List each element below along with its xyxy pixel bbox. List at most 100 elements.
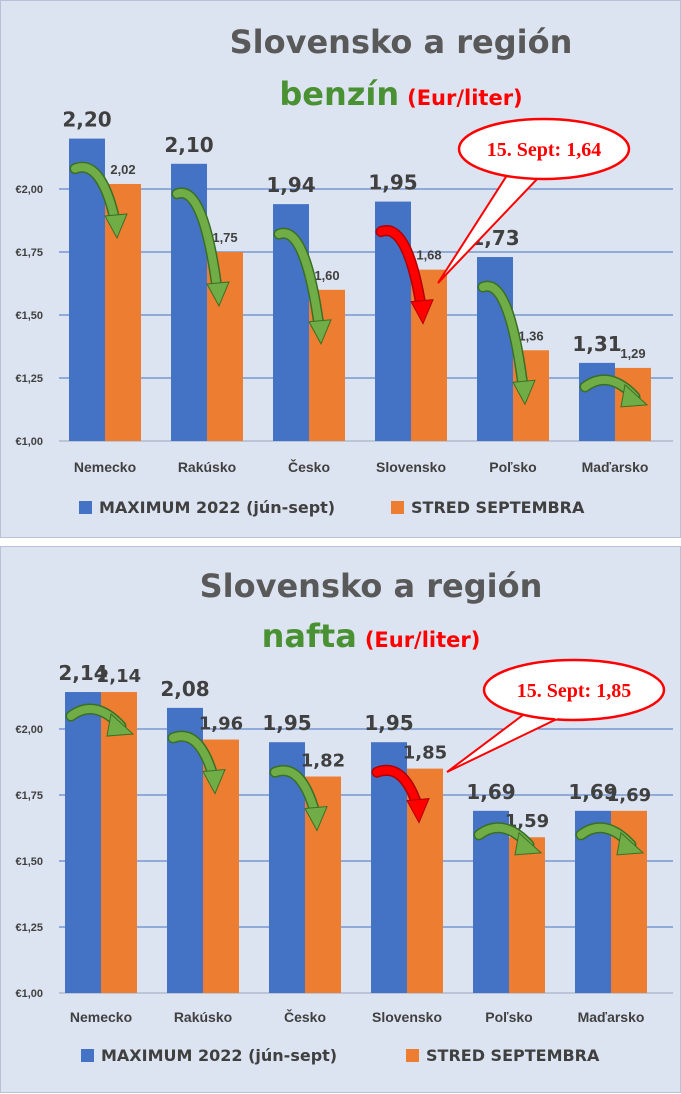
arrow-head [616, 831, 645, 856]
callout-text: 15. Sept: 1,85 [517, 680, 631, 702]
data-label-mid: 1,68 [416, 248, 441, 263]
fuel-label: nafta [262, 617, 357, 655]
x-tick-label: Poľsko [485, 1009, 532, 1025]
y-tick-label: €1,00 [15, 436, 43, 448]
legend-swatch [79, 501, 92, 514]
arrow-red [371, 764, 430, 824]
bar-max-Nemecko [65, 692, 101, 993]
data-label-mid: 1,60 [314, 268, 339, 283]
data-label-mid: 1,29 [620, 346, 645, 361]
x-tick-label: Nemecko [74, 459, 136, 475]
x-tick-label: Česko [288, 458, 330, 475]
arrow-green [575, 822, 645, 856]
legend-entry: MAXIMUM 2022 (jún-sept) [99, 498, 335, 517]
arrow-head [410, 299, 434, 325]
y-tick-label: €1,00 [15, 988, 43, 1000]
data-label-mid: 1,82 [301, 751, 345, 772]
arrow-green [477, 280, 536, 406]
arrow-head [106, 713, 135, 737]
legend-swatch [391, 501, 404, 514]
data-label-max: 1,95 [262, 711, 311, 735]
arrow-green [69, 161, 128, 240]
x-tick-label: Maďarsko [578, 1009, 645, 1025]
arrow-green [65, 703, 135, 737]
arrow-head [620, 383, 649, 408]
callout-tail-mask [513, 165, 539, 177]
data-label-max: 1,31 [572, 332, 621, 356]
bar-max-Nemecko [69, 138, 105, 441]
arrow-head [514, 831, 543, 856]
data-label-max: 1,69 [568, 780, 617, 804]
data-label-mid: 1,75 [212, 230, 237, 245]
legend-swatch [406, 1049, 419, 1062]
data-label-mid: 2,02 [110, 162, 135, 177]
bar-mid-Poľsko [509, 837, 545, 993]
arrow-green [273, 227, 332, 345]
y-tick-label: €1,50 [15, 310, 43, 322]
callout-bubble [482, 658, 666, 722]
x-tick-label: Slovensko [376, 459, 446, 475]
data-label-mid: 2,14 [97, 666, 141, 687]
arrow-shaft [71, 163, 119, 224]
x-tick-label: Rakúsko [174, 1009, 232, 1025]
bar-max-Maďarsko [575, 810, 611, 993]
arrow-head [406, 798, 430, 824]
arrow-head [206, 281, 230, 308]
chart-benzin: Slovensko a región benzín (Eur/liter) €1,… [15, 23, 673, 517]
bar-mid-Nemecko [101, 692, 137, 993]
arrow-shaft [271, 766, 319, 817]
chart-subtitle: benzín (Eur/liter) [279, 75, 522, 113]
y-tick-label: €1,50 [15, 856, 43, 868]
chart-panel-nafta: Slovensko a región nafta (Eur/liter) €1,0… [0, 546, 681, 1093]
data-label-max: 2,08 [160, 677, 209, 701]
arrow-shaft [479, 282, 527, 391]
chart-subtitle: nafta (Eur/liter) [262, 617, 481, 655]
arrow-shaft [373, 766, 421, 809]
unit-label: (Eur/liter) [365, 628, 481, 652]
arrow-green [171, 187, 230, 308]
data-label-max: 2,14 [58, 661, 107, 685]
y-tick-label: €1,25 [15, 922, 43, 934]
callout-bubble [457, 117, 631, 181]
legend-entry: STRED SEPTEMBRA [411, 498, 585, 517]
arrow-green [579, 374, 649, 408]
arrow-shaft [169, 732, 217, 780]
y-tick-label: €2,00 [15, 724, 43, 736]
arrow-head [304, 805, 328, 832]
callout-text: 15. Sept: 1,64 [487, 139, 601, 161]
y-tick-label: €2,00 [15, 184, 43, 196]
legend-entry: STRED SEPTEMBRA [426, 1046, 600, 1065]
arrow-head [104, 213, 128, 240]
data-label-max: 2,10 [164, 133, 213, 157]
x-tick-label: Rakúsko [178, 459, 236, 475]
arrow-head [308, 319, 332, 345]
data-label-max: 1,95 [368, 171, 417, 195]
bar-max-Poľsko [473, 810, 509, 993]
arrow-red [375, 225, 434, 325]
y-tick-label: €1,75 [15, 247, 43, 259]
x-tick-label: Nemecko [70, 1009, 132, 1025]
x-tick-label: Slovensko [372, 1009, 442, 1025]
callout: 15. Sept: 1,85 [446, 658, 666, 773]
arrow-head [202, 768, 226, 795]
data-label-mid: 1,36 [518, 328, 543, 343]
arrow-shaft [377, 226, 425, 310]
arrow-shaft [173, 188, 221, 292]
data-label-max: 1,94 [266, 173, 315, 197]
legend-entry: MAXIMUM 2022 (jún-sept) [101, 1046, 337, 1065]
arrow-green [167, 730, 226, 795]
data-label-mid: 1,69 [607, 785, 651, 806]
arrow-green [269, 765, 328, 832]
unit-label: (Eur/liter) [407, 86, 523, 110]
bar-max-Rakúsko [167, 707, 203, 993]
fuel-label: benzín [279, 75, 399, 113]
y-tick-label: €1,25 [15, 373, 43, 385]
data-label-max: 1,95 [364, 711, 413, 735]
callout: 15. Sept: 1,64 [437, 117, 631, 284]
x-tick-label: Maďarsko [582, 459, 649, 475]
data-label-max: 2,20 [62, 108, 111, 132]
chart-title: Slovensko a región [230, 23, 573, 61]
callout-tail-mask [533, 705, 559, 719]
legend-swatch [81, 1049, 94, 1062]
data-label-mid: 1,96 [199, 714, 243, 735]
